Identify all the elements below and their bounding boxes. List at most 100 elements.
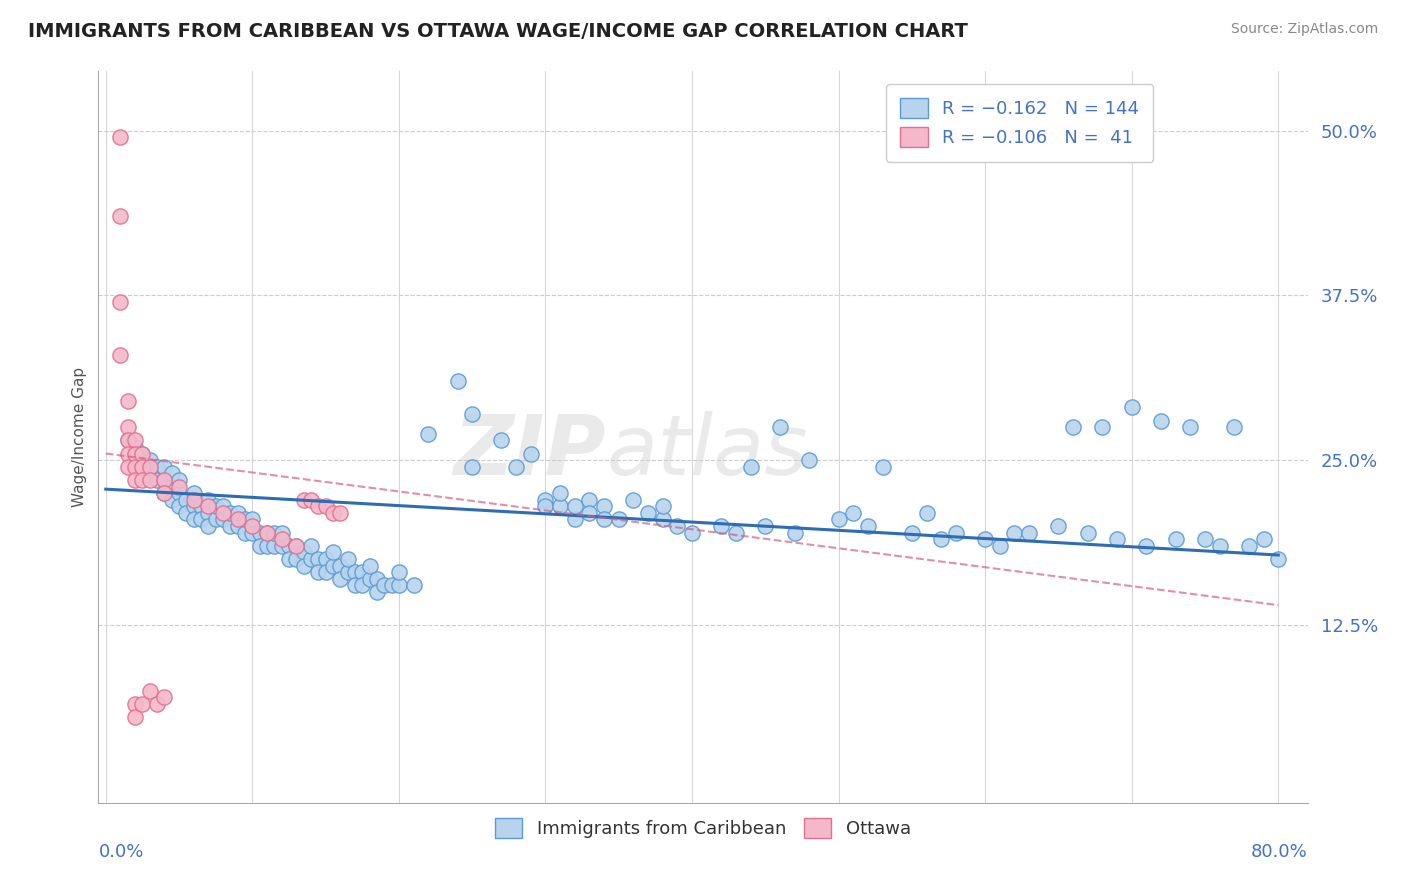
Point: [578, 492, 600, 507]
Point: [138, 453, 160, 467]
Point: [799, 453, 821, 467]
Point: [548, 486, 571, 500]
Point: [278, 539, 301, 553]
Point: [292, 492, 315, 507]
Point: [160, 467, 183, 481]
Point: [131, 697, 153, 711]
Point: [138, 459, 160, 474]
Point: [366, 585, 388, 599]
Point: [153, 486, 176, 500]
Point: [219, 506, 242, 520]
Point: [131, 446, 153, 460]
Point: [131, 459, 153, 474]
Point: [146, 697, 169, 711]
Point: [117, 446, 139, 460]
Point: [1164, 533, 1187, 547]
Point: [146, 473, 169, 487]
Point: [307, 565, 329, 579]
Point: [285, 539, 308, 553]
Point: [322, 558, 344, 573]
Point: [204, 500, 226, 514]
Point: [197, 506, 219, 520]
Point: [131, 446, 153, 460]
Point: [204, 512, 226, 526]
Point: [915, 506, 938, 520]
Point: [183, 486, 205, 500]
Point: [110, 130, 132, 145]
Point: [651, 500, 673, 514]
Point: [167, 500, 190, 514]
Point: [366, 572, 388, 586]
Point: [1194, 533, 1216, 547]
Point: [769, 420, 792, 434]
Point: [651, 512, 673, 526]
Point: [461, 407, 484, 421]
Point: [183, 492, 205, 507]
Point: [167, 479, 190, 493]
Point: [988, 539, 1011, 553]
Point: [336, 552, 359, 566]
Point: [380, 578, 402, 592]
Point: [233, 525, 256, 540]
Point: [1180, 420, 1202, 434]
Point: [1237, 539, 1260, 553]
Point: [278, 552, 301, 566]
Point: [666, 519, 689, 533]
Point: [124, 446, 146, 460]
Point: [1223, 420, 1246, 434]
Point: [520, 446, 543, 460]
Point: [352, 578, 374, 592]
Point: [299, 539, 322, 553]
Point: [322, 545, 344, 559]
Point: [138, 467, 160, 481]
Point: [710, 519, 733, 533]
Point: [124, 710, 146, 724]
Text: Source: ZipAtlas.com: Source: ZipAtlas.com: [1230, 22, 1378, 37]
Point: [856, 519, 879, 533]
Point: [299, 492, 322, 507]
Point: [315, 565, 337, 579]
Point: [270, 533, 292, 547]
Point: [534, 492, 557, 507]
Point: [270, 539, 292, 553]
Point: [872, 459, 894, 474]
Point: [167, 473, 190, 487]
Point: [491, 434, 513, 448]
Point: [131, 459, 153, 474]
Point: [117, 420, 139, 434]
Point: [842, 506, 865, 520]
Point: [167, 486, 190, 500]
Point: [1121, 401, 1143, 415]
Point: [901, 525, 924, 540]
Point: [336, 565, 359, 579]
Point: [343, 578, 366, 592]
Point: [974, 533, 997, 547]
Point: [388, 565, 411, 579]
Point: [1253, 533, 1275, 547]
Point: [1208, 539, 1230, 553]
Point: [505, 459, 527, 474]
Point: [740, 459, 762, 474]
Point: [197, 500, 219, 514]
Point: [329, 506, 352, 520]
Point: [153, 486, 176, 500]
Point: [197, 492, 219, 507]
Point: [1267, 552, 1289, 566]
Point: [446, 374, 468, 388]
Point: [373, 578, 395, 592]
Point: [176, 506, 198, 520]
Point: [621, 492, 644, 507]
Point: [929, 533, 952, 547]
Point: [461, 459, 484, 474]
Text: 0.0%: 0.0%: [98, 843, 143, 861]
Point: [285, 539, 308, 553]
Point: [1018, 525, 1040, 540]
Point: [160, 479, 183, 493]
Point: [1135, 539, 1157, 553]
Point: [212, 506, 235, 520]
Point: [190, 512, 212, 526]
Point: [1150, 414, 1173, 428]
Point: [322, 506, 344, 520]
Point: [153, 473, 176, 487]
Point: [110, 348, 132, 362]
